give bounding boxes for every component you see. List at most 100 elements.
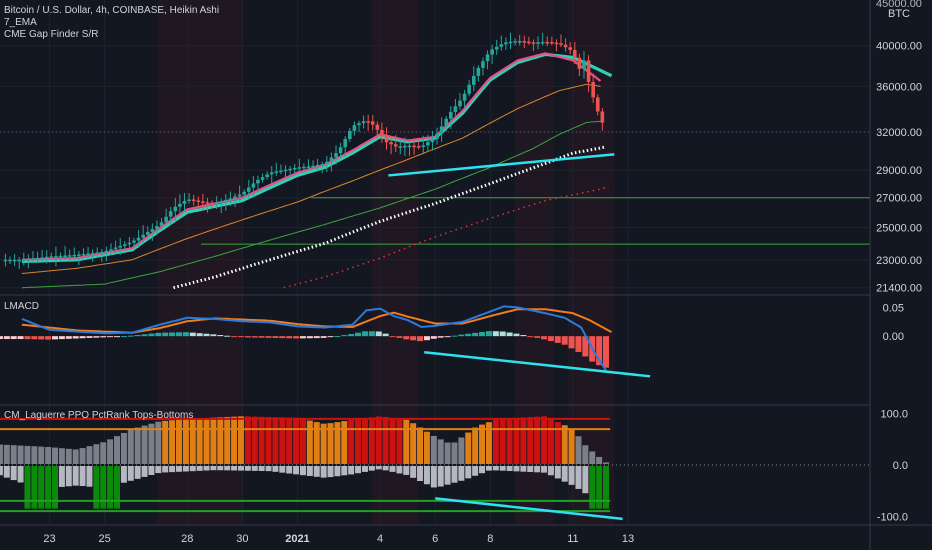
laguerre-bottom-bar — [361, 466, 368, 472]
symbol-title[interactable]: Bitcoin / U.S. Dollar, 4h, COINBASE, Hei… — [4, 5, 219, 16]
laguerre-top-bar — [341, 421, 348, 464]
laguerre-bottom-bar — [306, 466, 313, 476]
price-tick-label: 32000.00 — [876, 127, 922, 139]
laguerre-top-bar — [127, 429, 134, 464]
laguerre-histogram — [0, 416, 610, 509]
lmacd-histogram-bar — [93, 336, 100, 338]
candle-body — [72, 254, 77, 257]
laguerre-bottom-bar — [127, 466, 134, 481]
lmacd-histogram-bar — [320, 336, 327, 338]
time-axis[interactable]: 23 25 28 30 2021 4 6 8 11 13 — [43, 533, 634, 545]
laguerre-bottom-bar — [217, 466, 224, 471]
laguerre-top-bar — [3, 444, 10, 464]
price-trendline[interactable] — [388, 153, 615, 177]
candle-body — [109, 249, 113, 251]
laguerre-bottom-bar — [169, 466, 176, 473]
candle-body — [26, 259, 31, 261]
laguerre-bottom-bar — [251, 466, 258, 471]
lmacd-histogram-bar — [417, 336, 424, 342]
laguerre-bottom-bar — [279, 466, 286, 473]
lmacd-histogram-bar — [210, 334, 217, 337]
laguerre-top-bar — [10, 445, 17, 464]
lmacd-histogram-bar — [444, 336, 451, 338]
laguerre-bottom-bar — [3, 466, 10, 478]
candle-body — [430, 138, 435, 143]
candle-body — [531, 42, 536, 44]
candle-body — [329, 157, 334, 162]
lmacd-histogram-bar — [279, 336, 286, 339]
lmacd-histogram-bar — [31, 336, 38, 340]
laguerre-top-bar — [575, 436, 582, 464]
price-axis[interactable]: 40000.00 36000.00 32000.00 29000.00 27000.00… — [876, 41, 922, 524]
lmacd-histogram-bar — [196, 333, 203, 337]
candle-body — [536, 42, 540, 44]
laguerre-bottom-bar — [162, 466, 169, 473]
ema-indicator-label[interactable]: 7_EMA — [4, 17, 37, 28]
candle-body — [494, 46, 499, 50]
lmacd-histogram-bar — [265, 336, 272, 338]
laguerre-bottom-bar — [513, 466, 520, 472]
laguerre-trendline-group — [435, 497, 623, 521]
lmacd-label[interactable]: LMACD — [4, 301, 39, 312]
lmacd-histogram-bar — [499, 331, 506, 337]
lmacd-histogram-bar — [175, 332, 182, 337]
laguerre-label[interactable]: CM_Laguerre PPO PctRank Tops-Bottoms — [4, 410, 193, 421]
lmacd-histogram-bar — [547, 336, 554, 342]
lmacd-histogram-bar — [554, 336, 561, 343]
cme-gap-indicator-label[interactable]: CME Gap Finder S/R — [4, 29, 98, 40]
price-tick-label: 21400.00 — [876, 283, 922, 295]
candle-body — [508, 41, 513, 44]
candle-body — [572, 49, 577, 58]
candle-body — [393, 144, 398, 147]
laguerre-top-bar — [561, 425, 568, 464]
lmacd-pane — [0, 305, 651, 378]
lmacd-histogram-bar — [65, 336, 72, 339]
lmacd-trendline[interactable] — [424, 350, 651, 378]
lmacd-histogram-bar — [465, 333, 472, 337]
laguerre-bottom-bar — [210, 466, 217, 471]
candle-body — [81, 253, 86, 256]
currency-unit-label[interactable]: BTC — [888, 8, 910, 20]
laguerre-bottom-bar — [554, 466, 561, 479]
laguerre-top-bar — [410, 423, 417, 464]
candle-body — [471, 75, 476, 85]
candle-body — [201, 201, 205, 203]
lmacd-histogram-bar — [382, 333, 389, 337]
laguerre-bottom-bar — [382, 466, 389, 471]
candle-body — [168, 211, 173, 217]
lmacd-histogram-bar — [313, 336, 320, 339]
laguerre-bottom-bar — [10, 466, 17, 481]
lmacd-histogram-bar — [72, 336, 79, 339]
laguerre-bottom-bar — [327, 466, 334, 478]
lmacd-histogram-bar — [52, 336, 59, 340]
candle-body — [499, 44, 504, 47]
laguerre-top-bar — [506, 418, 513, 464]
lmacd-histogram-bar — [458, 334, 465, 337]
laguerre-bottom-bar — [299, 466, 306, 476]
candle-body — [178, 203, 182, 207]
laguerre-top-bar — [251, 416, 258, 464]
laguerre-top-bar — [196, 418, 203, 464]
candle-body — [595, 97, 600, 112]
candle-body — [132, 240, 136, 243]
laguerre-top-bar — [210, 417, 217, 464]
candle-body — [476, 67, 481, 76]
candle-body — [113, 247, 118, 250]
candle-body — [586, 60, 591, 83]
laguerre-bottom-bar — [561, 466, 568, 482]
candle-body — [527, 41, 531, 44]
laguerre-trendline[interactable] — [435, 497, 623, 521]
candle-body — [389, 142, 393, 145]
candle-body — [90, 252, 95, 255]
laguerre-bottom-bar — [582, 466, 589, 494]
lmacd-histogram-bar — [396, 336, 403, 338]
candle-body — [361, 121, 366, 124]
lmacd-histogram-bar — [341, 335, 348, 337]
lmacd-histogram-bar — [375, 331, 382, 337]
laguerre-bottom-bar — [265, 466, 272, 472]
candle-body — [481, 61, 485, 68]
laguerre-bottom-bar — [375, 466, 382, 470]
lmacd-histogram-bar — [492, 331, 499, 337]
lmacd-histogram-bar — [203, 333, 210, 337]
laguerre-top-bar — [79, 448, 86, 464]
